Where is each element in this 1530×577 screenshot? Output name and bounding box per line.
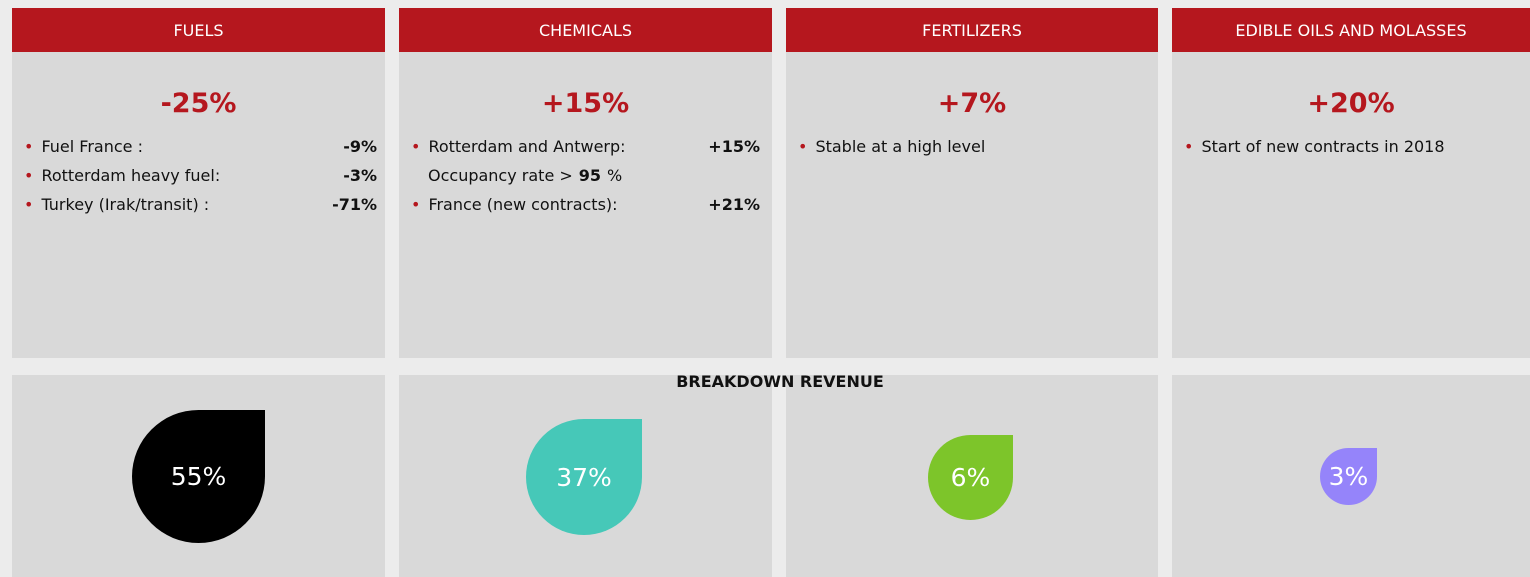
note-unit: % [607,166,623,185]
change-value: +20% [1307,88,1395,119]
bullet: Turkey (Irak/transit) : -71% [12,190,385,219]
summary-panel: +7% Stable at a high level [786,52,1158,358]
bullet: Rotterdam and Antwerp: +15% [399,132,772,161]
bullet-text: Stable at a high level [798,137,985,156]
share-drop: 37% [526,419,642,535]
share-drop: 55% [132,410,265,543]
column-header: FUELS [12,8,385,52]
bullet-value: +15% [708,137,760,156]
column-header: EDIBLE OILS AND MOLASSES [1172,8,1530,52]
share-drop: 6% [928,435,1013,520]
bullet-value: +21% [708,195,760,214]
bullet: Start of new contracts in 2018 [1172,132,1530,161]
breakdown-title: BREAKDOWN REVENUE [676,372,884,391]
bullet-text: Turkey (Irak/transit) : [24,195,209,214]
bullet: Stable at a high level [786,132,1158,161]
bullet-text: Rotterdam heavy fuel: [24,166,220,185]
bullet: France (new contracts): +21% [399,190,772,219]
bullet-list: Start of new contracts in 2018 [1172,132,1530,161]
bullet: Rotterdam heavy fuel: -3% [12,161,385,190]
column: EDIBLE OILS AND MOLASSES +20% Start of new… [1172,8,1530,577]
bullet-note: Occupancy rate > 95% [399,161,772,190]
bullet-value: -3% [343,166,377,185]
bullet-list: Rotterdam and Antwerp: +15% Occupancy rate… [399,132,772,219]
change-value: -25% [160,88,237,119]
bullet-value: -71% [332,195,377,214]
bullet: Fuel France : -9% [12,132,385,161]
note-value: 95 [578,166,602,185]
column: FERTILIZERS +7% Stable at a high level 6% [786,8,1158,577]
change-value: +15% [541,88,630,119]
bullet-text: Start of new contracts in 2018 [1184,137,1444,156]
summary-panel: -25% Fuel France : -9% Rotterdam heavy fuel… [12,52,385,358]
bullet-text: Fuel France : [24,137,143,156]
share-drop: 3% [1320,448,1377,505]
bullet-list: Stable at a high level [786,132,1158,161]
summary-panel: +20% Start of new contracts in 2018 [1172,52,1530,358]
note-text: Occupancy rate > [428,166,573,185]
summary-panel: +15% Rotterdam and Antwerp: +15% Occupancy … [399,52,772,358]
bullet-list: Fuel France : -9% Rotterdam heavy fuel: -3%… [12,132,385,219]
bullet-text: Rotterdam and Antwerp: [411,137,625,156]
column-header: FERTILIZERS [786,8,1158,52]
column-header: CHEMICALS [399,8,772,52]
bullet-text: France (new contracts): [411,195,617,214]
change-value: +7% [937,88,1007,119]
bullet-value: -9% [343,137,377,156]
column: CHEMICALS+15%Rotterdam and Antwerp:+15%O… [399,8,772,577]
column: FUELS -25% Fuel France : -9% Rotterdam heavy… [12,8,385,577]
